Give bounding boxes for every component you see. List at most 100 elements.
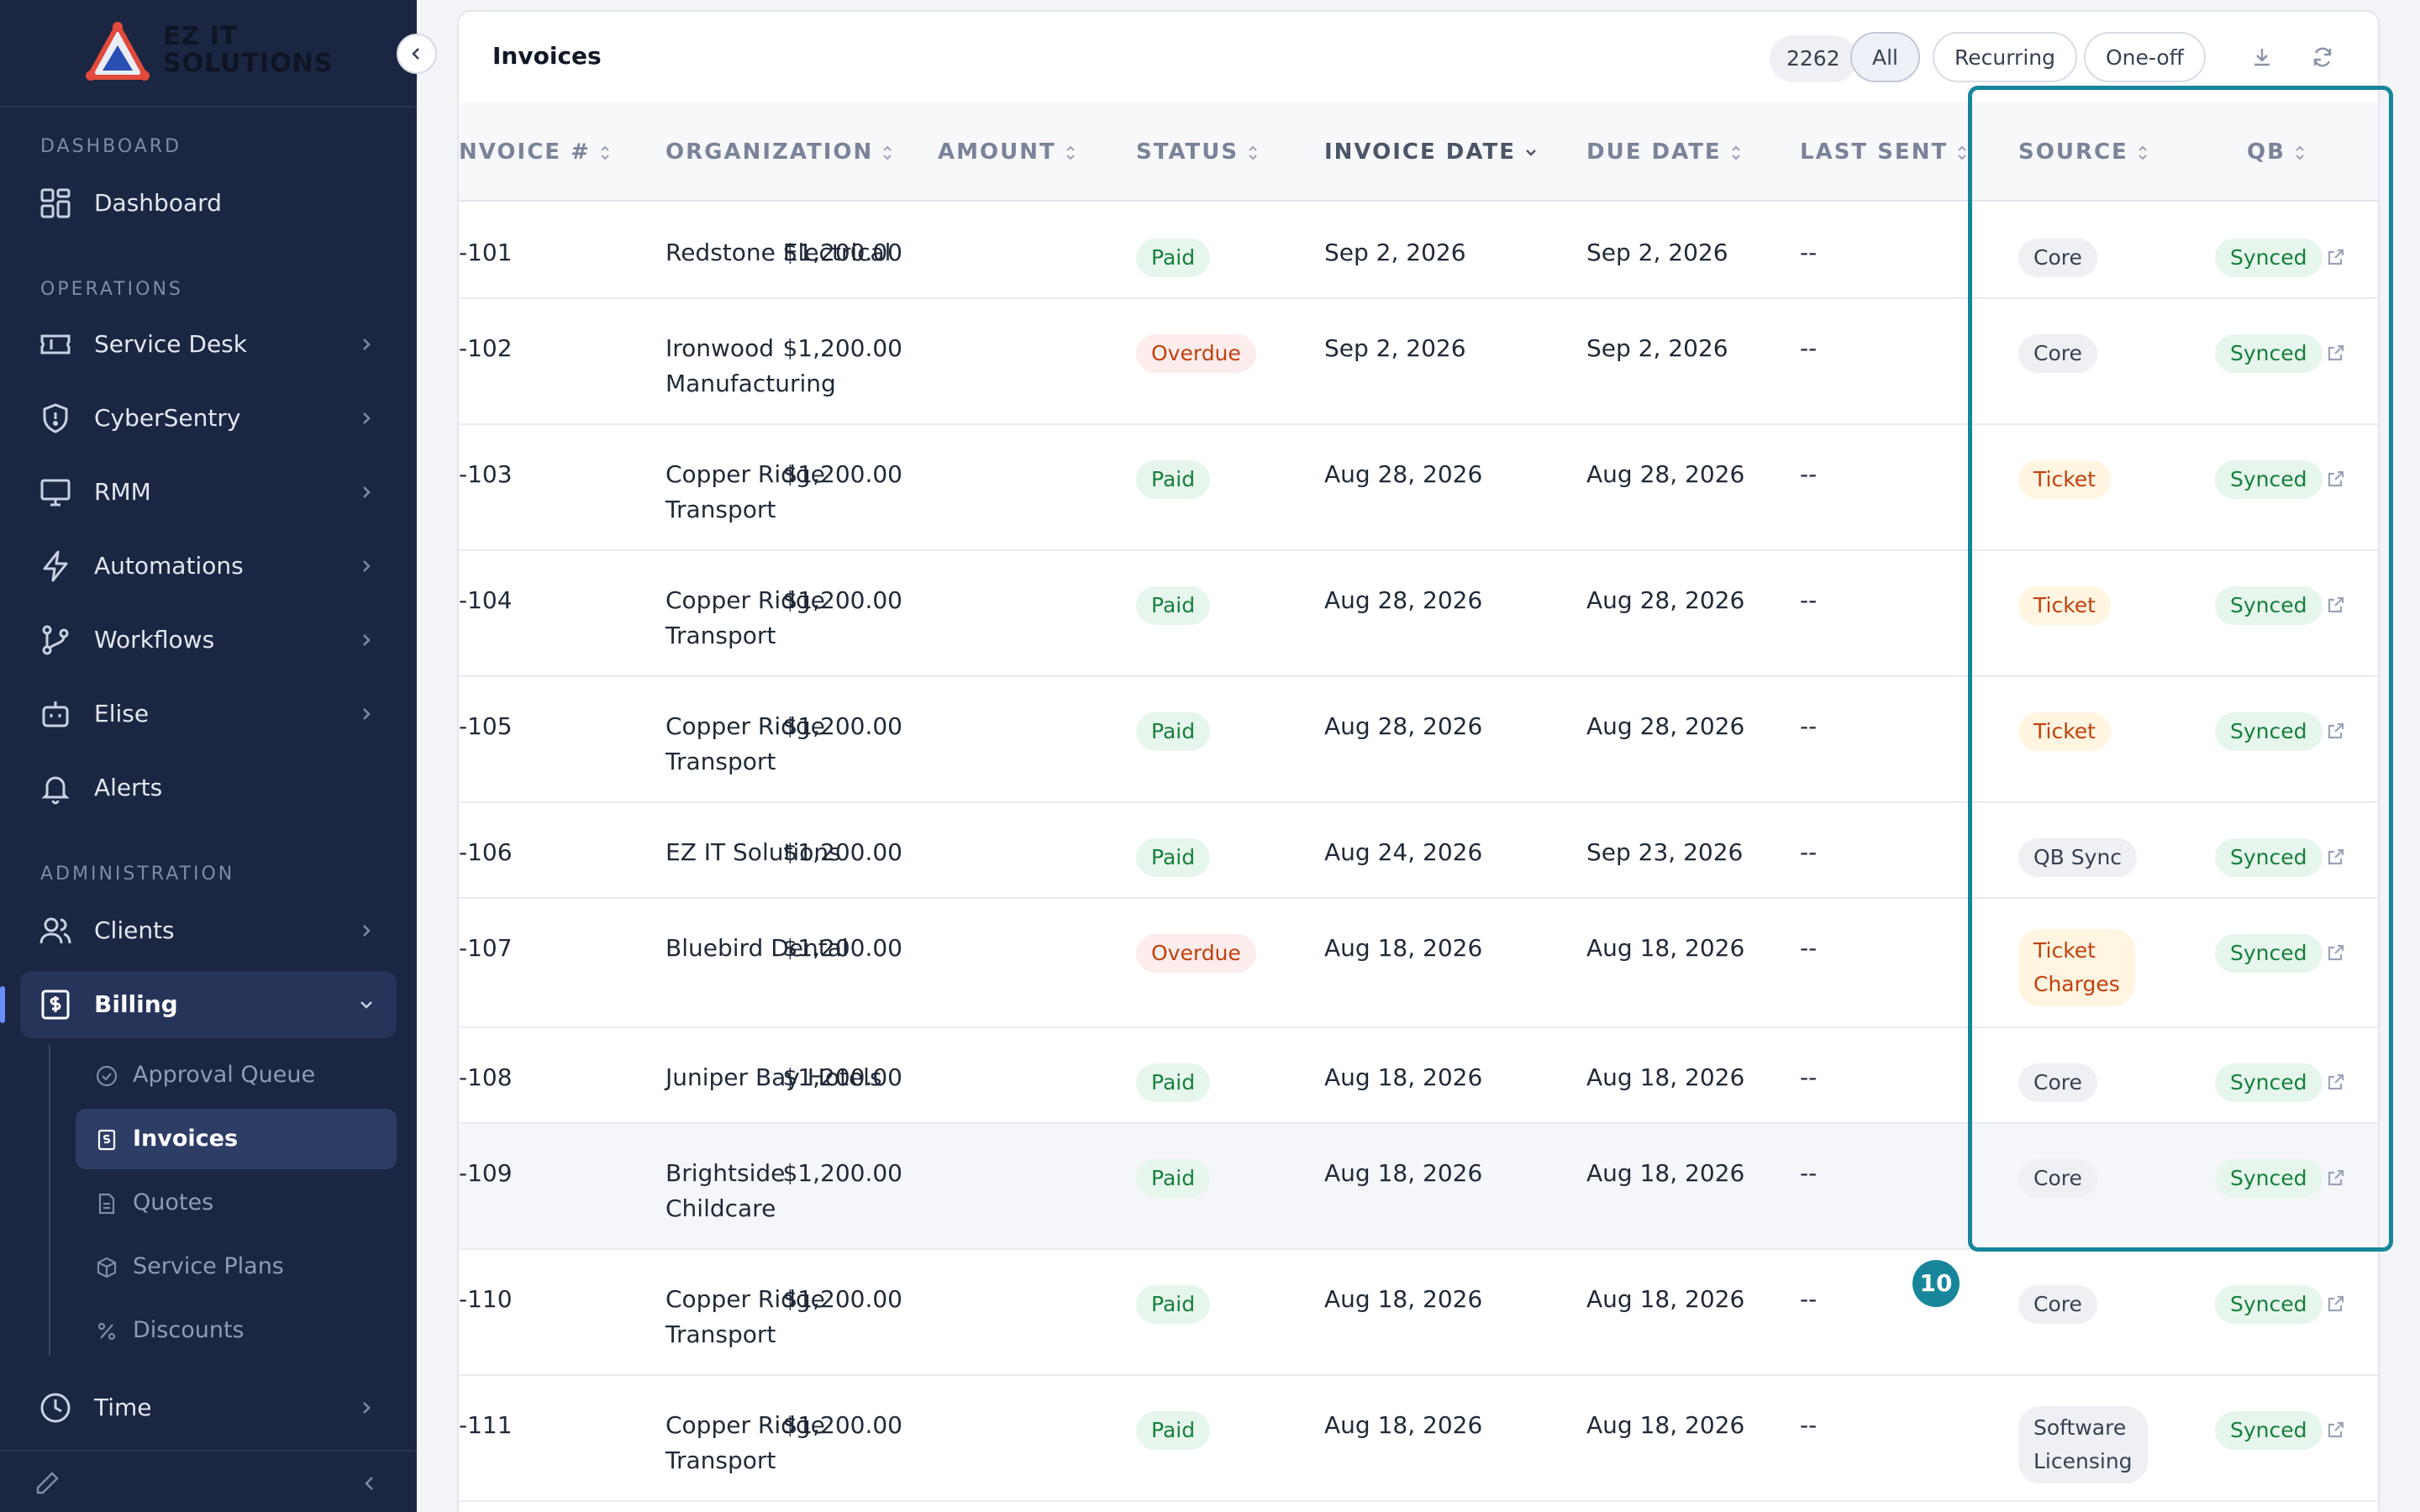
last-sent-cell: -- bbox=[1800, 712, 1818, 740]
last-sent-cell: -- bbox=[1800, 1411, 1818, 1439]
download-button[interactable] bbox=[2235, 32, 2289, 82]
sidebar-subitem-invoices[interactable]: Invoices bbox=[76, 1109, 397, 1169]
table-row[interactable]: -103 Copper Ridge Transport $1,200.00 Paid Au… bbox=[459, 425, 2378, 551]
column-header-invoice-number[interactable]: NVOICE # bbox=[459, 102, 611, 202]
sidebar-item-automations[interactable]: Automations bbox=[20, 533, 397, 600]
chevron-right-icon bbox=[363, 560, 371, 572]
sidebar-collapse-button[interactable] bbox=[397, 34, 437, 74]
clock-icon bbox=[40, 1393, 71, 1423]
column-header-due-date[interactable]: DUE DATE bbox=[1586, 102, 1742, 202]
external-link-icon[interactable] bbox=[2326, 1294, 2346, 1314]
column-header-status[interactable]: STATUS bbox=[1136, 102, 1259, 202]
sidebar-item-rmm[interactable]: RMM bbox=[20, 459, 397, 526]
sidebar-item-alerts[interactable]: Alerts bbox=[20, 754, 397, 822]
sidebar-item-workflows[interactable]: Workflows bbox=[20, 606, 397, 674]
active-indicator bbox=[0, 986, 5, 1023]
sidebar-subitem-approval-queue[interactable]: Approval Queue bbox=[76, 1045, 397, 1105]
refresh-icon bbox=[2313, 47, 2332, 67]
sidebar-item-clients[interactable]: Clients bbox=[20, 897, 397, 964]
company-logo-icon[interactable] bbox=[86, 22, 150, 82]
source-badge: Ticket Charges bbox=[2018, 929, 2135, 1006]
invoice-number-cell[interactable]: -106 bbox=[459, 838, 513, 866]
invoice-date-cell: Aug 18, 2026 bbox=[1324, 1285, 1483, 1313]
external-link-icon[interactable] bbox=[2326, 847, 2346, 867]
external-link-icon[interactable] bbox=[2326, 247, 2346, 267]
qb-sync-badge: Synced bbox=[2215, 712, 2323, 751]
table-row[interactable]: -109 Brightside Childcare $1,200.00 Paid Aug … bbox=[459, 1124, 2378, 1250]
invoice-date-cell: Sep 2, 2026 bbox=[1324, 239, 1466, 266]
invoice-number-cell[interactable]: -108 bbox=[459, 1063, 513, 1091]
table-row[interactable]: -111 Copper Ridge Transport $1,200.00 Paid Au… bbox=[459, 1376, 2378, 1502]
sidebar-item-label: RMM bbox=[94, 478, 151, 506]
external-link-icon[interactable] bbox=[2326, 721, 2346, 741]
external-link-icon[interactable] bbox=[2326, 595, 2346, 615]
column-header-source[interactable]: SOURCE bbox=[2018, 102, 2149, 202]
organization-cell: Brightside Childcare bbox=[666, 1159, 786, 1222]
table-row[interactable]: -110 Copper Ridge Transport $1,200.00 Paid Au… bbox=[459, 1250, 2378, 1376]
qb-sync-badge: Synced bbox=[2215, 1159, 2323, 1198]
sidebar-item-service-desk[interactable]: Service Desk bbox=[20, 311, 397, 378]
due-date-cell: Aug 28, 2026 bbox=[1586, 460, 1745, 488]
table-row[interactable]: -101 Redstone Electrical $1,200.00 Paid Sep … bbox=[459, 203, 2378, 299]
sidebar-subitem-quotes[interactable]: Quotes bbox=[76, 1173, 397, 1233]
sort-icon bbox=[1066, 145, 1075, 160]
invoice-number-cell[interactable]: -105 bbox=[459, 712, 513, 740]
external-link-icon[interactable] bbox=[2326, 942, 2346, 963]
column-header-invoice-date[interactable]: INVOICE DATE bbox=[1324, 102, 1538, 202]
invoice-number-cell[interactable]: -111 bbox=[459, 1411, 513, 1439]
column-header-amount[interactable]: AMOUNT bbox=[938, 102, 1076, 202]
chevron-right-icon bbox=[363, 708, 371, 720]
filter-recurring-button[interactable]: Recurring bbox=[1933, 32, 2077, 82]
last-sent-cell: -- bbox=[1800, 1063, 1818, 1091]
external-link-icon[interactable] bbox=[2326, 469, 2346, 489]
column-header-last-sent[interactable]: LAST SENT bbox=[1800, 102, 1968, 202]
filter-all-button[interactable]: All bbox=[1850, 32, 1920, 82]
sort-descending-icon bbox=[1526, 149, 1536, 156]
column-header-qb[interactable]: QB bbox=[2247, 102, 2306, 202]
external-link-icon[interactable] bbox=[2326, 1072, 2346, 1092]
external-link-icon[interactable] bbox=[2326, 1168, 2346, 1188]
invoice-number-cell[interactable]: -110 bbox=[459, 1285, 513, 1313]
sidebar-subitem-label: Approval Queue bbox=[133, 1062, 316, 1088]
sidebar-subitem-discounts[interactable]: Discounts bbox=[76, 1300, 397, 1361]
sidebar-item-billing[interactable]: Billing bbox=[0, 971, 397, 1038]
billing-dollar-icon bbox=[41, 990, 70, 1020]
invoice-number-cell[interactable]: -101 bbox=[459, 239, 513, 266]
sidebar-item-dashboard[interactable]: Dashboard bbox=[20, 170, 397, 237]
invoice-number-cell[interactable]: -109 bbox=[459, 1159, 513, 1187]
invoice-number-cell[interactable]: -107 bbox=[459, 934, 513, 962]
pencil-icon[interactable] bbox=[34, 1470, 60, 1497]
invoice-number-cell[interactable]: -103 bbox=[459, 460, 513, 488]
filter-one-off-button[interactable]: One-off bbox=[2084, 32, 2206, 82]
invoice-number-cell[interactable]: -102 bbox=[459, 334, 513, 362]
table-row[interactable]: -106 EZ IT Solutions $1,200.00 Paid Aug 24, … bbox=[459, 803, 2378, 899]
external-link-icon[interactable] bbox=[2326, 343, 2346, 363]
bell-icon bbox=[41, 776, 70, 805]
table-row[interactable]: -107 Bluebird Dental $1,200.00 Overdue Aug 1… bbox=[459, 899, 2378, 1028]
qb-sync-badge: Synced bbox=[2215, 586, 2323, 625]
submenu-guide-line bbox=[49, 1045, 50, 1356]
external-link-icon[interactable] bbox=[2326, 1420, 2346, 1440]
qb-sync-badge: Synced bbox=[2215, 239, 2323, 277]
table-row[interactable]: -104 Copper Ridge Transport $1,200.00 Paid Au… bbox=[459, 551, 2378, 677]
sidebar-item-cybersentry[interactable]: CyberSentry bbox=[20, 385, 397, 452]
collapse-sidebar-icon[interactable] bbox=[360, 1473, 380, 1494]
invoices-card: Invoices 2262 All Recurring One-off NVOI… bbox=[457, 10, 2380, 1512]
service-desk-ticket-icon bbox=[40, 334, 71, 354]
table-row[interactable]: -105 Copper Ridge Transport $1,200.00 Paid Au… bbox=[459, 677, 2378, 803]
lightning-icon bbox=[43, 550, 68, 582]
sidebar-item-elise[interactable]: Elise bbox=[20, 680, 397, 748]
table-row[interactable]: -108 Juniper Bay Hotels $1,200.00 Paid Aug 1… bbox=[459, 1028, 2378, 1124]
column-header-organization[interactable]: ORGANIZATION bbox=[666, 102, 893, 202]
section-label-administration: ADMINISTRATION bbox=[40, 864, 235, 885]
organization-cell: Copper Ridge Transport bbox=[666, 1411, 825, 1474]
sidebar-item-time[interactable]: Time bbox=[20, 1374, 397, 1441]
due-date-cell: Aug 18, 2026 bbox=[1586, 1411, 1745, 1439]
chevron-right-icon bbox=[363, 412, 371, 424]
sidebar-subitem-service-plans[interactable]: Service Plans bbox=[76, 1236, 397, 1297]
organization-cell: Redstone Electrical bbox=[666, 239, 892, 266]
table-row[interactable]: -102 Ironwood Manufacturing $1,200.00 Overdu… bbox=[459, 299, 2378, 425]
invoice-number-cell[interactable]: -104 bbox=[459, 586, 513, 614]
chevron-right-icon bbox=[363, 1402, 371, 1414]
refresh-button[interactable] bbox=[2296, 32, 2349, 82]
